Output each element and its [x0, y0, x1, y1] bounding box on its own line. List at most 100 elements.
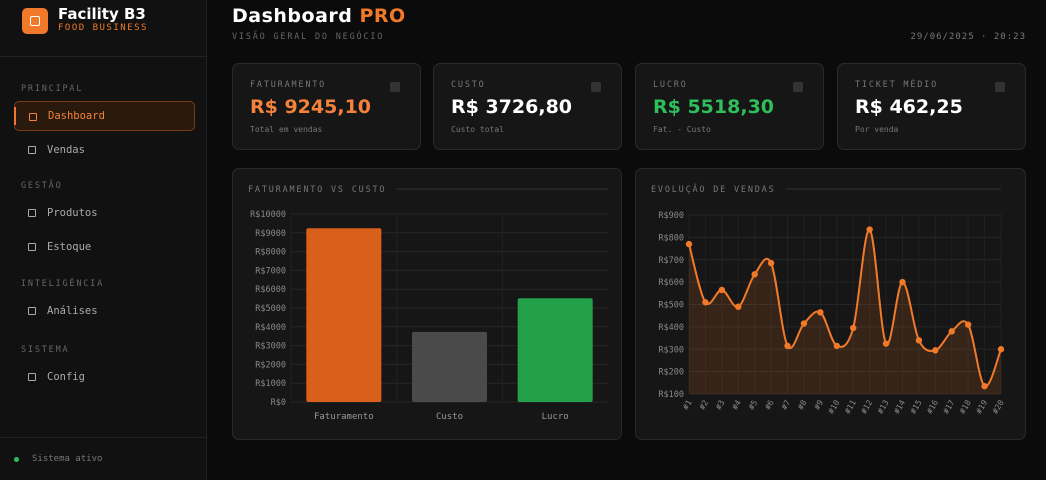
x-tick-label: #20 — [991, 398, 1006, 415]
y-tick-label: R$600 — [658, 278, 684, 288]
x-tick-label: #14 — [892, 398, 907, 415]
y-tick-label: R$6000 — [255, 285, 286, 295]
section-title: SISTEMA — [21, 345, 70, 355]
kpi-note: Por venda — [855, 125, 899, 134]
brand: Facility B3 — [58, 5, 146, 23]
chart: FATURAMENTO VS CUSTO R$0 R$1000 R$2000 R$300… — [248, 185, 608, 422]
point — [899, 278, 906, 286]
section-title: GESTÃO — [21, 181, 63, 191]
y-tick-label: R$900 — [658, 211, 684, 221]
point — [997, 346, 1005, 353]
y-tick-label: R$0 — [271, 398, 286, 408]
y-tick-label: R$500 — [658, 301, 684, 311]
point — [685, 240, 693, 248]
x-tick-label: Faturamento — [314, 412, 374, 422]
nav-item[interactable]: Análises — [14, 296, 195, 326]
logo — [22, 8, 48, 34]
divider — [0, 437, 206, 438]
nav-icon — [28, 209, 36, 217]
x-tick-label: #11 — [843, 398, 858, 415]
point — [767, 259, 775, 267]
point — [915, 337, 923, 344]
x-tick-label: Custo — [436, 412, 463, 422]
point — [882, 340, 890, 347]
y-tick-label: R$8000 — [255, 248, 286, 258]
kpi-card: LUCRO R$ 5518,30 Fat. - Custo — [635, 63, 824, 150]
kpi-note: Total em vendas — [250, 125, 323, 134]
x-tick-label: #16 — [925, 398, 940, 415]
y-tick-label: R$3000 — [255, 342, 286, 352]
point — [751, 271, 758, 278]
area — [689, 229, 1001, 394]
nav-item[interactable]: Estoque — [14, 232, 195, 262]
kpi-card: TICKET MÉDIO R$ 462,25 Por venda — [837, 63, 1026, 150]
nav-icon — [28, 373, 36, 381]
kpi-card: CUSTO R$ 3726,80 Custo total — [433, 63, 622, 150]
kpi-label: FATURAMENTO — [250, 80, 327, 90]
tagline: FOOD BUSINESS — [58, 23, 148, 33]
kpi-icon — [793, 82, 803, 92]
x-tick-label: #17 — [941, 398, 956, 415]
y-tick-label: R$800 — [658, 233, 684, 243]
point — [981, 382, 988, 390]
y-tick-label: R$100 — [658, 390, 684, 400]
x-tick-label: #13 — [876, 398, 891, 415]
point — [784, 342, 791, 350]
x-tick-label: #8 — [796, 398, 809, 411]
y-tick-label: R$5000 — [255, 304, 286, 314]
divider — [0, 56, 206, 57]
x-tick-label: #15 — [909, 398, 924, 415]
section-title: PRINCIPAL — [21, 84, 84, 94]
kpi-note: Custo total — [451, 125, 504, 134]
kpi-value: R$ 462,25 — [855, 96, 963, 118]
nav-item[interactable]: Config — [14, 362, 195, 392]
chart: EVOLUÇÃO DE VENDAS R$100 R$200 R$300 R$400 R$… — [651, 184, 1006, 416]
y-tick-label: R$4000 — [255, 323, 286, 333]
nav-icon — [29, 113, 37, 121]
bar — [306, 228, 382, 402]
y-tick-label: R$2000 — [255, 360, 286, 370]
title-accent: PRO — [359, 5, 406, 27]
kpi-value: R$ 9245,10 — [250, 96, 372, 118]
point — [948, 328, 955, 335]
y-tick-label: R$200 — [658, 368, 684, 378]
nav-item[interactable]: Produtos — [14, 198, 195, 228]
y-tick-label: R$1000 — [255, 379, 286, 389]
point — [718, 286, 726, 294]
point — [833, 342, 840, 350]
x-tick-label: #4 — [730, 398, 743, 411]
bar — [411, 331, 488, 402]
x-tick-label: Lucro — [542, 412, 569, 422]
nav-icon — [28, 307, 36, 315]
kpi-value: R$ 3726,80 — [451, 96, 573, 118]
datetime: 29/06/2025 · 20:23 — [910, 32, 1026, 42]
nav-item[interactable]: Dashboard — [14, 101, 195, 131]
x-tick-label: #1 — [681, 398, 694, 411]
page-title: Dashboard PRO — [232, 5, 406, 27]
y-tick-label: R$700 — [658, 256, 684, 266]
kpi-icon — [390, 82, 400, 92]
y-tick-label: R$10000 — [250, 210, 286, 220]
point — [850, 324, 857, 332]
point — [702, 299, 709, 306]
point — [800, 320, 808, 327]
section-title: INTELIGÊNCIA — [21, 279, 105, 289]
point — [866, 226, 873, 233]
status-dot — [14, 457, 19, 462]
status: Sistema ativo — [32, 454, 103, 464]
kpi-value: R$ 5518,30 — [653, 96, 775, 118]
chart-title: EVOLUÇÃO DE VENDAS — [651, 184, 776, 195]
bar — [517, 298, 593, 402]
nav-item[interactable]: Vendas — [14, 135, 195, 165]
chart-panel: FATURAMENTO VS CUSTO R$0 R$1000 R$2000 R$300… — [232, 168, 622, 440]
kpi-card: FATURAMENTO R$ 9245,10 Total em vendas — [232, 63, 421, 150]
x-tick-label: #5 — [747, 398, 760, 411]
point — [932, 347, 939, 354]
nav-icon — [28, 243, 36, 251]
kpi-label: CUSTO — [451, 80, 486, 90]
sidebar: Facility B3 FOOD BUSINESS Sistema ativo … — [0, 0, 207, 480]
chart-panel: EVOLUÇÃO DE VENDAS R$100 R$200 R$300 R$400 R$… — [635, 168, 1026, 440]
chart-title: FATURAMENTO VS CUSTO — [248, 185, 386, 195]
x-tick-label: #12 — [859, 398, 874, 415]
